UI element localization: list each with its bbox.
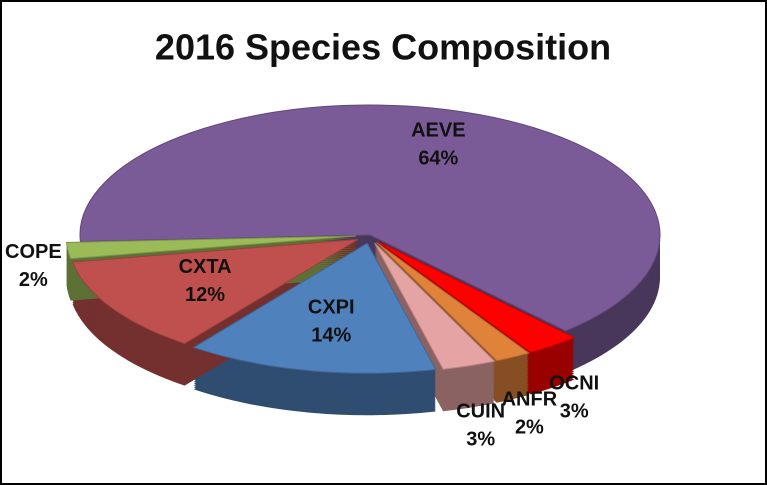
slice-value-label: 14% [311, 324, 351, 346]
chart-title: 2016 Species Composition [155, 27, 611, 68]
slice-value-label: 2% [515, 417, 544, 439]
slice-label: OCNI [549, 372, 599, 394]
slice-label: COPE [5, 241, 62, 263]
slice [192, 242, 437, 374]
slice-value-label: 3% [466, 429, 495, 451]
slice-value-label: 3% [560, 400, 589, 422]
slice-value-label: 64% [418, 148, 458, 170]
slice [65, 235, 357, 260]
slice-value-label: 2% [19, 269, 48, 291]
slice [71, 238, 359, 345]
slice [374, 242, 496, 370]
slice-label: ANFR [502, 389, 558, 411]
slice [79, 104, 661, 332]
slice-value-label: 12% [185, 284, 225, 306]
slice-label: CXPI [308, 296, 355, 318]
slice [376, 242, 530, 362]
slice-label: CUIN [456, 401, 505, 423]
slice [378, 241, 576, 353]
slice-label: AEVE [411, 120, 465, 142]
slice-label: CXTA [179, 256, 232, 278]
